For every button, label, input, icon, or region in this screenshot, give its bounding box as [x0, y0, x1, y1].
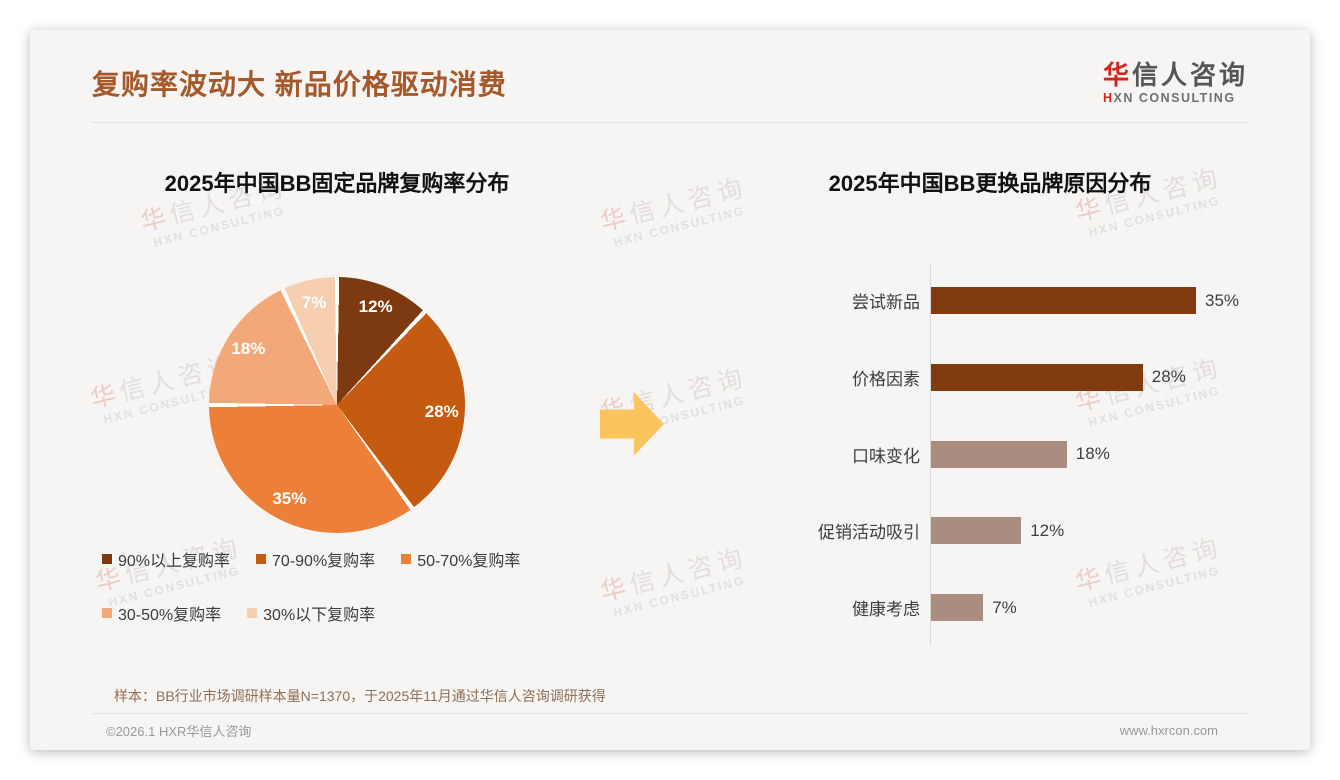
bar-category-label: 口味变化: [852, 446, 920, 466]
legend-item: 50-70%复购率: [401, 547, 520, 571]
bar-fill: [930, 363, 1143, 391]
bar-value-label: 35%: [1205, 290, 1240, 310]
legend-item: 90%以上复购率: [102, 547, 230, 571]
pie-chart-title: 2025年中国BB固定品牌复购率分布: [164, 171, 510, 196]
legend-item: 30-50%复购率: [102, 601, 221, 625]
legend-label: 30-50%复购率: [118, 607, 222, 624]
bar-category-label: 价格因素: [852, 369, 920, 389]
legend-marker: [401, 554, 412, 564]
legend-item: 30%以下复购率: [247, 601, 375, 625]
bar-chart-section: 2025年中国BB更换品牌原因分布 尝试新品 35% 价格因素 28% 口味变化 18% 促…: [682, 123, 1248, 645]
sample-note: 样本：BB行业市场调研样本量N=1370，于2025年11月通过华信人咨询调研获…: [114, 688, 606, 704]
legend-marker: [247, 608, 258, 618]
bar-row: 促销活动吸引 12%: [682, 517, 1248, 545]
footer: ©2026.1 HXR华信人咨询 www.hxrcon.com: [92, 714, 1248, 750]
pie-legend: 90%以上复购率 70-90%复购率 50-70%复购率 30-50%复购率 30%以下…: [102, 547, 572, 655]
pie-slice-label: 7%: [301, 292, 327, 312]
footer-divider: [92, 713, 1248, 714]
bar-chart-axis: [930, 263, 931, 645]
bar-fill: [930, 440, 1067, 468]
legend-label: 70-90%复购率: [272, 553, 376, 570]
header-divider: [92, 122, 1248, 123]
pie-chart: 12% 28% 35% 18% 7%: [209, 277, 465, 533]
bar-category-label: 尝试新品: [852, 293, 920, 312]
legend-label: 30%以下复购率: [263, 607, 376, 624]
bar-value-label: 12%: [1030, 520, 1065, 540]
copyright-text: ©2026.1 HXR华信人咨询: [106, 723, 252, 739]
bar-rows: 尝试新品 35% 价格因素 28% 口味变化 18% 促销活动吸引 12% 健康考虑 7%: [682, 287, 1248, 621]
bar-fill: [930, 594, 984, 621]
bar-value-label: 7%: [992, 597, 1017, 617]
pie-slice-label: 35%: [272, 488, 307, 508]
bar-row: 尝试新品 35%: [682, 287, 1248, 314]
bar-row: 健康考虑 7%: [682, 594, 1248, 621]
pie-slice-label: 12%: [358, 297, 393, 317]
slide-card: 华信人咨询 HXN CONSULTING 华信人咨询 HXN CONSULTING 华信…: [30, 30, 1310, 750]
bar-row: 口味变化 18%: [682, 440, 1248, 468]
bar-row: 价格因素 28%: [682, 363, 1248, 391]
page-title: 复购率波动大 新品价格驱动消费: [92, 69, 507, 100]
pie-slice-label: 28%: [424, 401, 459, 421]
bar-category-label: 促销活动吸引: [818, 523, 920, 543]
logo-english-name: HXN CONSULTING: [1102, 90, 1236, 105]
legend-item: 70-90%复购率: [256, 547, 375, 571]
legend-row: 30-50%复购率 30%以下复购率: [102, 601, 572, 625]
bar-fill: [930, 287, 1196, 314]
header: 复购率波动大 新品价格驱动消费 华信人咨询 HXN CONSULTING: [92, 30, 1248, 122]
pie-graphic: [209, 277, 465, 533]
arrow-right-icon: [600, 392, 664, 456]
bar-value-label: 18%: [1075, 444, 1110, 463]
legend-row: 90%以上复购率 70-90%复购率 50-70%复购率: [102, 547, 572, 571]
legend-label: 50-70%复购率: [417, 553, 521, 570]
pie-slice-label: 18%: [231, 338, 266, 358]
arrow-column: [582, 123, 682, 457]
website-text: www.hxrcon.com: [1119, 722, 1218, 738]
company-logo: 华信人咨询 HXN CONSULTING: [1102, 59, 1248, 105]
main-content: 2025年中国BB固定品牌复购率分布 12% 28% 35% 18% 7% 90%以上复…: [92, 123, 1248, 686]
legend-marker: [102, 608, 112, 618]
legend-label: 90%以上复购率: [118, 553, 231, 570]
bar-value-label: 28%: [1151, 367, 1186, 387]
bar-fill: [930, 517, 1022, 545]
bar-chart-title: 2025年中国BB更换品牌原因分布: [828, 171, 1152, 196]
logo-chinese-name: 华信人咨询: [1102, 59, 1248, 90]
legend-marker: [102, 554, 112, 564]
legend-marker: [256, 554, 267, 564]
bar-category-label: 健康考虑: [852, 600, 920, 619]
bar-chart: 尝试新品 35% 价格因素 28% 口味变化 18% 促销活动吸引 12% 健康考虑 7%: [682, 263, 1248, 645]
pie-chart-section: 2025年中国BB固定品牌复购率分布 12% 28% 35% 18% 7% 90%以上复…: [92, 123, 582, 655]
